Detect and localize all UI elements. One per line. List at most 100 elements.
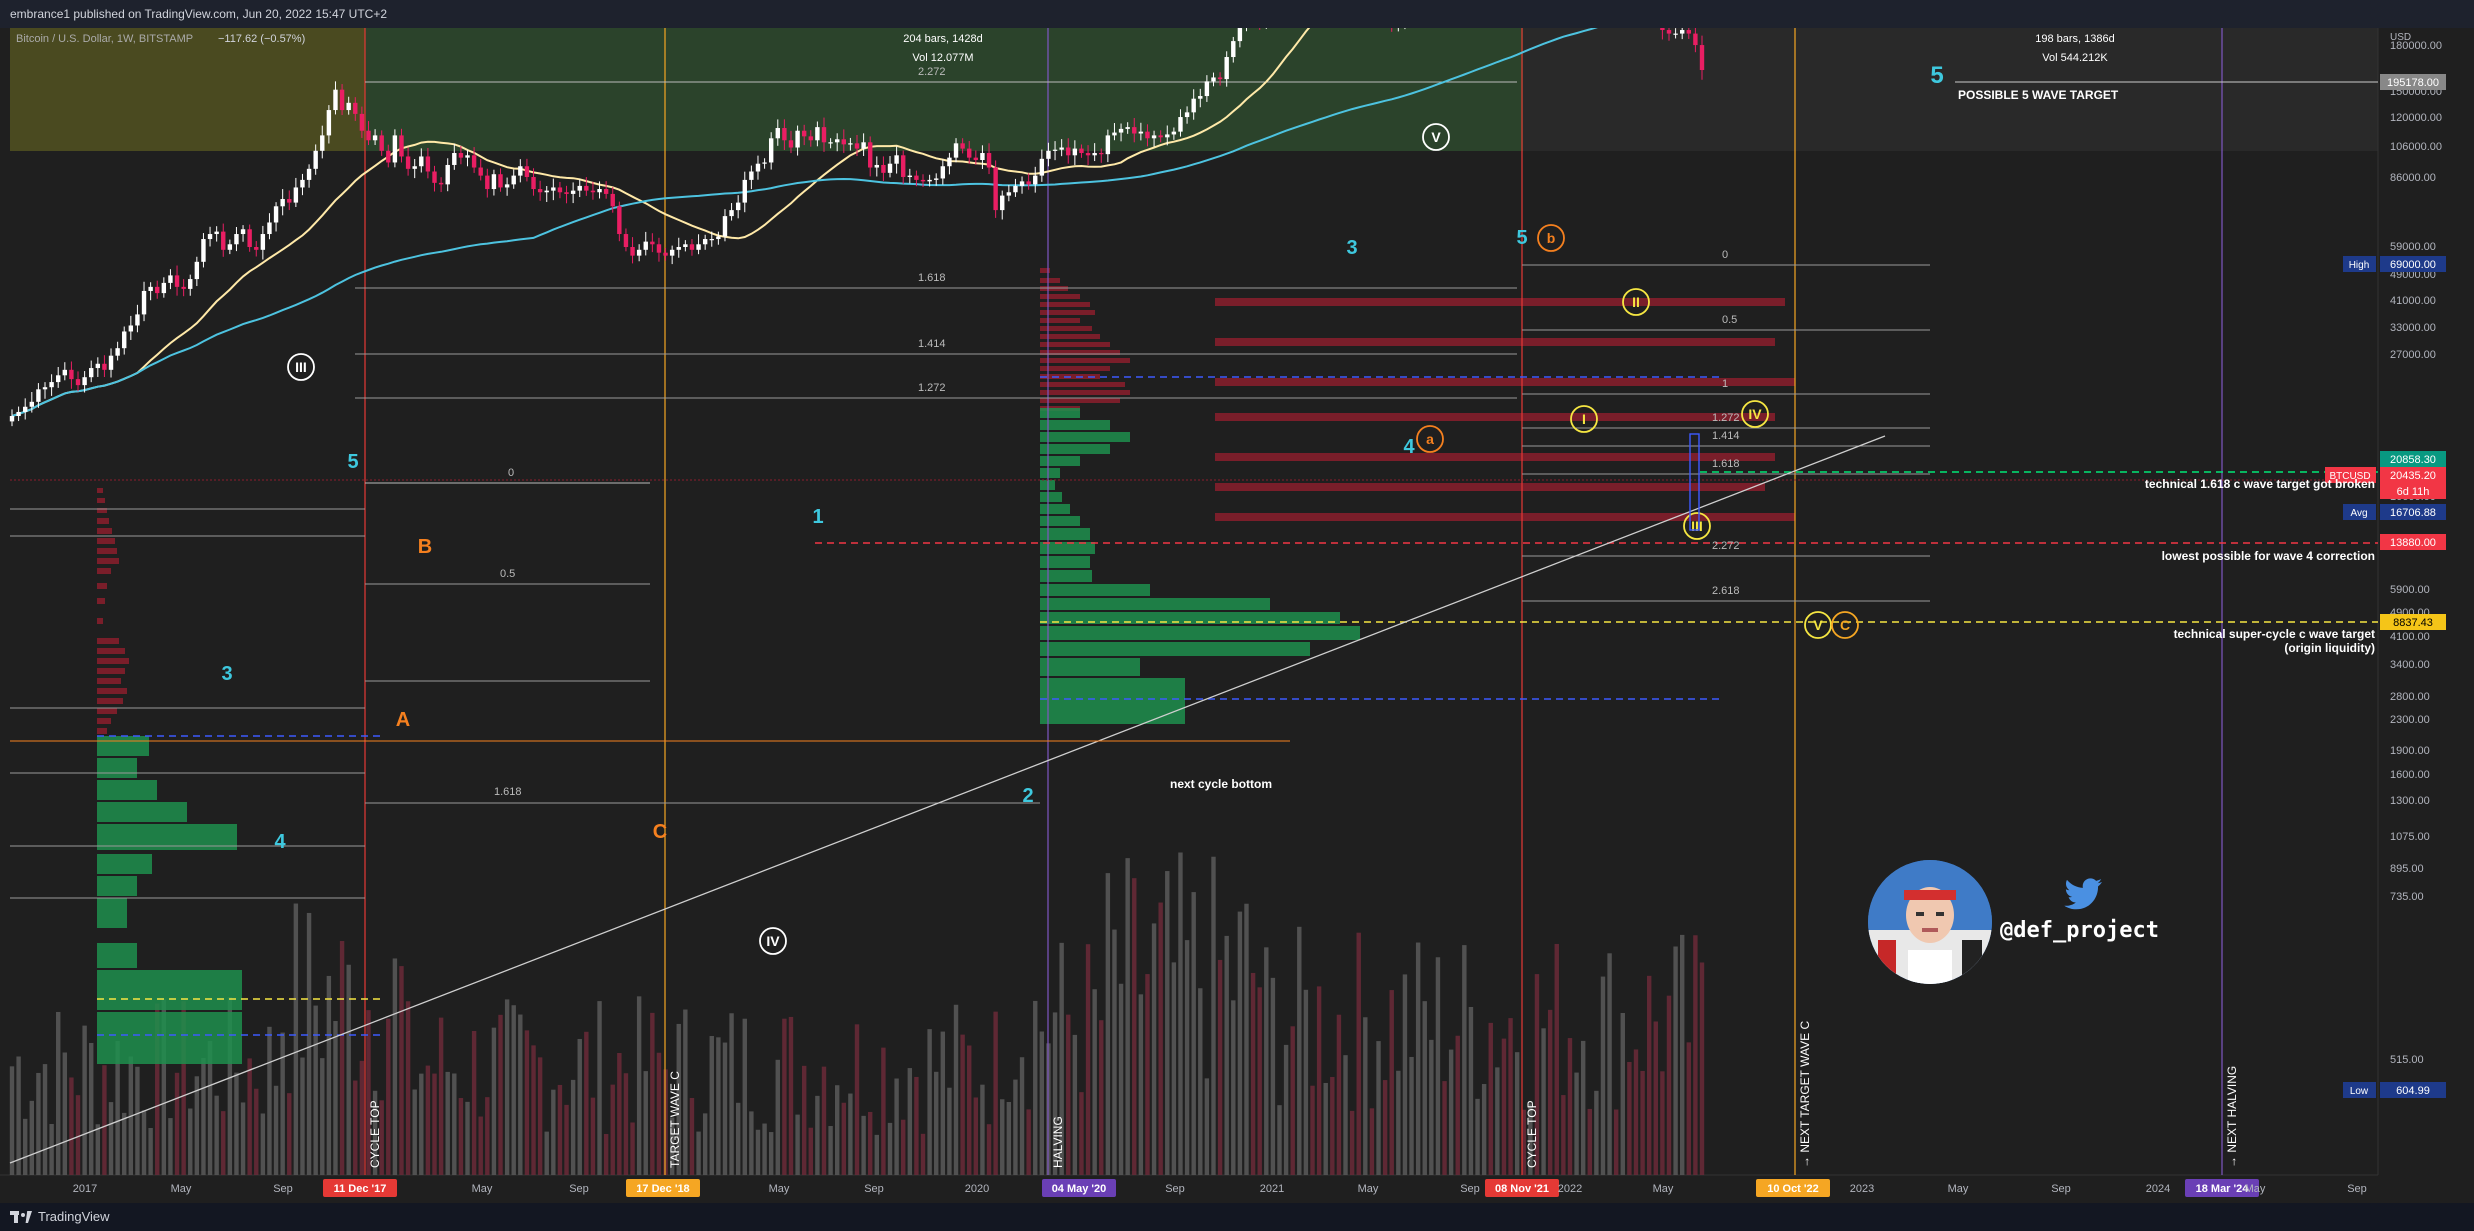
volume-bar (36, 1072, 41, 1175)
volume-profile-bar-mid-up (1040, 528, 1090, 540)
price-tick-label: 3400.00 (2390, 659, 2430, 671)
volume-bar (1052, 1012, 1058, 1175)
time-tick-label: Sep (2347, 1183, 2367, 1195)
wave-label-b: b (1547, 230, 1556, 246)
publish-info-bar: embrance1 published on TradingView.com, … (0, 0, 2474, 28)
candle-body (524, 166, 530, 178)
volume-bar (1382, 1080, 1388, 1175)
volume-profile-bar-mid-up (1040, 612, 1340, 624)
volume-bar (914, 1076, 919, 1175)
wave-label-w3a: 3 (221, 663, 232, 685)
price-badge (2380, 451, 2446, 467)
volume-profile-bar-left-up (97, 898, 127, 928)
candle-body (465, 155, 470, 158)
volume-bar (1660, 1071, 1665, 1175)
price-tick-label: 86000.00 (2390, 172, 2436, 184)
range-box-bars: 204 bars, 1428d (903, 33, 983, 45)
fib-label-left-0: 0 (508, 467, 514, 479)
candle-body (1092, 153, 1097, 156)
price-change: −117.62 (−0.57%) (218, 33, 305, 45)
target-zone-right (1523, 28, 2378, 151)
volume-bar (366, 1010, 371, 1175)
volume-bar (168, 1118, 173, 1175)
volume-bar (339, 941, 345, 1175)
volume-bar (1283, 1044, 1289, 1175)
volume-profile-bar-mid-down (1040, 326, 1092, 331)
price-axis[interactable] (2378, 28, 2474, 1175)
volume-bar (471, 1030, 477, 1175)
volume-bar (755, 1129, 761, 1175)
volume-bar (491, 1027, 497, 1175)
candle-body (894, 155, 899, 164)
volume-bar (630, 1122, 635, 1175)
volume-bar (1646, 975, 1652, 1175)
candle-body (518, 166, 523, 176)
candle-body (1699, 45, 1705, 71)
volume-bar (782, 1018, 787, 1175)
candle-body (313, 150, 318, 169)
price-badge (2380, 483, 2446, 499)
wave-label-IVb: IV (1748, 406, 1762, 422)
wave-label-II: II (1632, 294, 1640, 310)
candle-body (141, 290, 147, 315)
volume-bar (841, 1102, 846, 1175)
candle-body (1125, 127, 1130, 129)
price-badge-value: 6d 11h (2397, 486, 2430, 498)
candle-body (749, 171, 754, 180)
volume-bar (306, 912, 312, 1175)
volume-bar (29, 1100, 35, 1175)
volume-bar (1534, 974, 1540, 1175)
time-tick-label: 2023 (1850, 1183, 1874, 1195)
price-tick-label: 1600.00 (2390, 769, 2430, 781)
candle-body (1679, 30, 1685, 34)
candle-body (504, 184, 510, 188)
volume-bar (1079, 1092, 1084, 1175)
candle-body (293, 187, 299, 203)
wave-label-III: III (295, 359, 307, 375)
volume-profile-bar-left-down (97, 488, 103, 493)
volume-bar (181, 1001, 186, 1175)
volume-profile-bar-mid-up (1040, 678, 1185, 696)
chart-area[interactable]: 5 B 3 A 4 C 1 2 3 4 5 5 b a III V IV I II III IV V C 0 0.5 1.618 1… (0, 0, 2474, 1203)
time-ticks: 2017 May Sep 11 Dec '17 May Sep 17 Dec '18 May S… (73, 1179, 2367, 1197)
volume-bar (828, 1126, 833, 1175)
volume-bar (458, 1098, 464, 1175)
volume-bar (689, 1097, 695, 1175)
volume-bar (174, 1072, 180, 1175)
time-axis[interactable] (0, 1175, 2474, 1203)
volume-bar (1607, 953, 1612, 1175)
candle-body (1217, 77, 1223, 80)
candle-body (82, 377, 87, 386)
time-tick-label: May (1948, 1183, 1969, 1195)
volume-bar (808, 1127, 813, 1175)
volume-bar (1217, 959, 1223, 1175)
candle-body (115, 348, 120, 356)
volume-profile-bar-mid-up (1040, 504, 1070, 514)
wave-label-cc: C (1840, 617, 1850, 633)
candle-body (438, 182, 444, 185)
volume-profile-bar-left-down (97, 718, 111, 724)
candle-body (874, 164, 880, 168)
price-tick-label: 735.00 (2390, 891, 2424, 903)
candle-body (240, 229, 246, 235)
volume-bar (1693, 935, 1698, 1175)
time-tick-label: May (1653, 1183, 1674, 1195)
candle-body (1686, 30, 1691, 34)
tradingview-logo[interactable]: TradingView (10, 1203, 110, 1231)
volume-bar (1514, 1052, 1520, 1175)
candle-body (1158, 135, 1163, 138)
wave-label-V-circle (1422, 123, 1450, 151)
candle-body (551, 187, 556, 191)
time-tick-label: May (472, 1183, 493, 1195)
candle-body (267, 222, 272, 235)
price-badge-value: 8837.43 (2393, 617, 2433, 629)
volume-bar (23, 1118, 28, 1175)
annotation-lowest-w4: lowest possible for wave 4 correction (2162, 549, 2375, 563)
wave-label-wA: A (396, 709, 410, 731)
candle-body (379, 135, 384, 151)
volume-bar (452, 1073, 457, 1175)
candle-body (458, 153, 464, 158)
volume-bar (1508, 1018, 1513, 1175)
volume-bar (742, 1018, 747, 1175)
